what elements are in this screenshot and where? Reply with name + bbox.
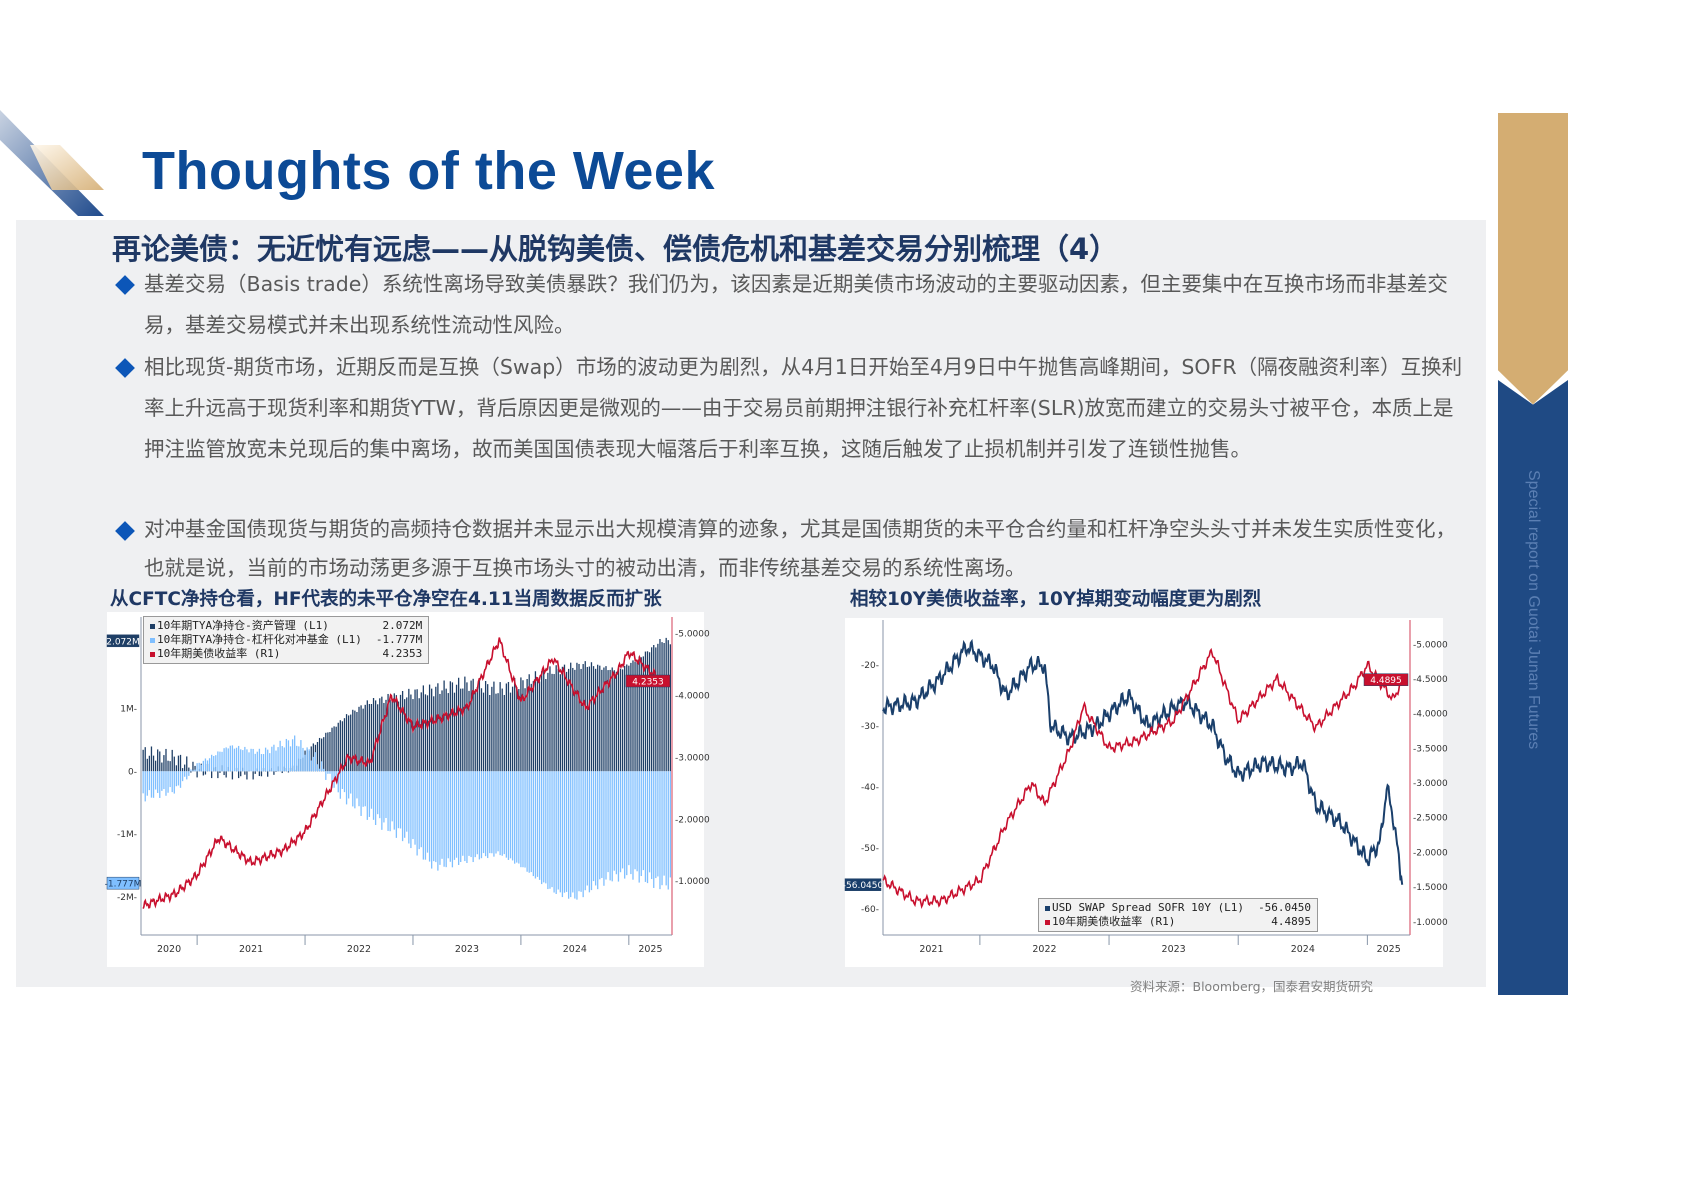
swap-spread-chart-svg: -60- -50- -40- -30- -20- -1.0000 -1.5000 -2.000… xyxy=(843,620,1448,955)
y-right-tick-label: -1.0000 xyxy=(675,877,710,887)
y-left-tick-label: 0- xyxy=(128,767,137,777)
cftc-chart-svg: -2M- -1M- 0- 1M- -1.0000 -2.0000 -3.0000 -4.000… xyxy=(105,617,710,955)
legend-item: 10年期美债收益率 (R1) 4.2353 xyxy=(150,647,422,661)
y-right-tick-label: -2.5000 xyxy=(1413,814,1448,824)
y-right-tick-label: -2.0000 xyxy=(1413,848,1448,858)
last-value-label: 4.2353 xyxy=(632,678,664,688)
series-line xyxy=(882,638,1404,885)
cftc-chart: -2M- -1M- 0- 1M- -1.0000 -2.0000 -3.0000 -4.000… xyxy=(105,612,710,967)
source-note: 资料来源：Bloomberg，国泰君安期货研究 xyxy=(1130,979,1373,994)
x-tick-label: 2023 xyxy=(455,944,479,955)
y-left-tick-label: -1M- xyxy=(117,830,137,840)
page-title: Thoughts of the Week xyxy=(142,141,715,201)
last-value-label: -56.0450 xyxy=(843,881,884,891)
y-right-tick-label: -4.5000 xyxy=(1413,675,1448,685)
y-right-tick-label: -3.0000 xyxy=(675,753,710,763)
series-line xyxy=(882,647,1403,910)
series-line xyxy=(142,637,662,909)
bullet-item: 基差交易（Basis trade）系统性离场导致美债暴跌？我们仍为，该因素是近期… xyxy=(115,264,1468,346)
x-tick-label: 2021 xyxy=(239,944,263,955)
last-value-label: -1.777M xyxy=(105,880,142,890)
x-tick-label: 2022 xyxy=(347,944,371,955)
chart-title-right: 相较10Y美债收益率，10Y掉期变动幅度更为剧烈 xyxy=(850,589,1262,610)
diamond-bullet-icon xyxy=(115,358,135,378)
last-value-label: 2.072M xyxy=(106,637,140,647)
side-band-text: Special report on Guotai Junan Futures xyxy=(1525,470,1542,750)
diamond-bullet-icon xyxy=(115,275,135,295)
legend-item: USD SWAP Spread SOFR 10Y (L1) -56.0450 xyxy=(1045,901,1311,915)
legend-item: 10年期美债收益率 (R1) 4.4895 xyxy=(1045,915,1311,929)
y-left-tick-label: 1M- xyxy=(120,704,137,714)
swap-spread-chart: -60- -50- -40- -30- -20- -1.0000 -1.5000 -2.000… xyxy=(843,618,1448,967)
y-right-tick-label: -3.5000 xyxy=(1413,744,1448,754)
y-right-tick-label: -2.0000 xyxy=(675,815,710,825)
last-value-badge xyxy=(106,634,140,648)
y-left-tick-label: -20- xyxy=(861,661,879,671)
last-value-label: 4.4895 xyxy=(1370,676,1402,686)
y-right-tick-label: -4.0000 xyxy=(675,692,710,702)
y-left-tick-label: -40- xyxy=(861,783,879,793)
side-band-gold xyxy=(1498,113,1568,405)
chart-legend: 10年期TYA净持仓-资产管理 (L1) 2.072M 10年期TYA净持仓-杠杆… xyxy=(143,616,430,664)
x-tick-label: 2025 xyxy=(1377,944,1401,955)
x-tick-label: 2023 xyxy=(1162,944,1186,955)
side-band-blue xyxy=(1498,380,1568,995)
legend-item: 10年期TYA净持仓-杠杆化对冲基金 (L1) -1.777M xyxy=(150,633,422,647)
y-right-tick-label: -1.0000 xyxy=(1413,918,1448,928)
y-right-tick-label: -5.0000 xyxy=(1413,640,1448,650)
y-left-tick-label: -2M- xyxy=(117,893,137,903)
legend-item: 10年期TYA净持仓-资产管理 (L1) 2.072M xyxy=(150,619,422,633)
x-tick-label: 2022 xyxy=(1032,944,1056,955)
last-value-badge xyxy=(1363,673,1409,686)
slide-subtitle: 再论美债：无近忧有远虑——从脱钩美债、偿债危机和基差交易分别梳理（4） xyxy=(112,232,1119,266)
chart-title-left: 从CFTC净持仓看，HF代表的未平仓净空在4.11当周数据反而扩张 xyxy=(110,589,662,610)
y-left-tick-label: -50- xyxy=(861,844,879,854)
y-left-tick-label: -60- xyxy=(861,905,879,915)
diamond-bullet-icon xyxy=(115,521,135,541)
x-tick-label: 2024 xyxy=(563,944,587,955)
bullet-item: 对冲基金国债现货与期货的高频持仓数据并未显示出大规模清算的迹象，尤其是国债期货的… xyxy=(115,510,1468,588)
y-right-tick-label: -1.5000 xyxy=(1413,883,1448,893)
x-tick-label: 2024 xyxy=(1291,944,1315,955)
corner-logo-shape xyxy=(0,110,104,216)
last-value-badge xyxy=(106,876,140,890)
last-value-badge xyxy=(625,674,671,688)
x-tick-label: 2021 xyxy=(919,944,943,955)
last-value-badge xyxy=(844,878,882,891)
x-tick-label: 2025 xyxy=(638,944,662,955)
y-right-tick-label: -4.0000 xyxy=(1413,710,1448,720)
y-left-tick-label: -30- xyxy=(861,722,879,732)
y-right-tick-label: -3.0000 xyxy=(1413,779,1448,789)
y-right-tick-label: -5.0000 xyxy=(675,630,710,640)
x-tick-label: 2020 xyxy=(157,944,181,955)
chart-legend: USD SWAP Spread SOFR 10Y (L1) -56.0450 10… xyxy=(1038,898,1319,932)
bullet-item: 相比现货-期货市场，近期反而是互换（Swap）市场的波动更为剧烈，从4月1日开始… xyxy=(115,347,1468,470)
